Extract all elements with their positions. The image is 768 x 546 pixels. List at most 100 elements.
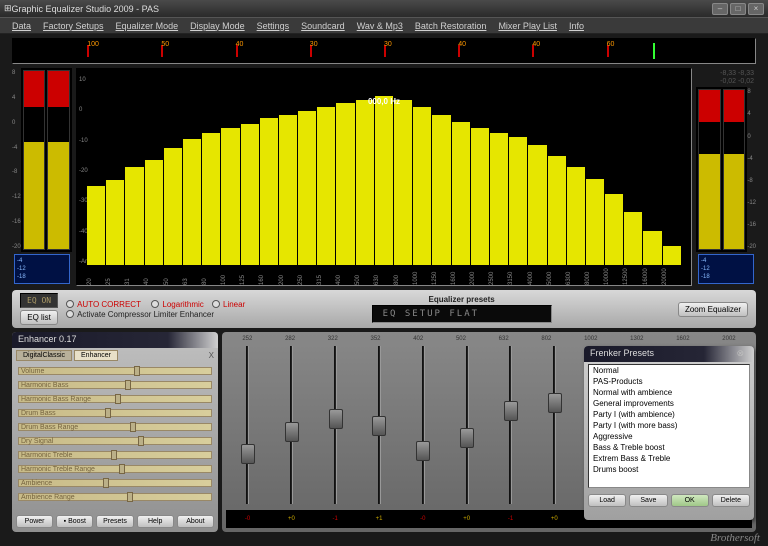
eq-bar[interactable] (260, 118, 278, 265)
enh-slider-drum-bass[interactable]: Drum Bass (18, 407, 212, 419)
enh-slider-harmonic-bass[interactable]: Harmonic Bass (18, 379, 212, 391)
eq-bar[interactable] (336, 103, 354, 265)
eq-bar[interactable] (624, 212, 642, 265)
tab-enhancer[interactable]: Enhancer (74, 350, 118, 361)
menu-factory-setups[interactable]: Factory Setups (37, 21, 110, 31)
load-button[interactable]: Load (588, 494, 626, 507)
enh-slider-volume[interactable]: Volume (18, 365, 212, 377)
-boost-button[interactable]: ▪ Boost (56, 515, 93, 528)
freq-slider[interactable] (285, 346, 299, 504)
menu-display-mode[interactable]: Display Mode (184, 21, 251, 31)
preset-item[interactable]: Party I (with ambience) (589, 409, 749, 420)
preset-item[interactable]: Aggressive (589, 431, 749, 442)
eq-bar[interactable] (183, 139, 201, 265)
freq-slider[interactable] (548, 346, 562, 504)
eq-bar[interactable] (317, 107, 335, 265)
radio-icon[interactable] (66, 310, 74, 318)
minimize-button[interactable]: – (712, 3, 728, 15)
log-option[interactable]: Logarithmic (162, 300, 203, 309)
preset-item[interactable]: Extrem Bass & Treble (589, 453, 749, 464)
eq-bar[interactable] (663, 246, 681, 265)
eq-bar[interactable] (87, 186, 105, 265)
enh-slider-ambience-range[interactable]: Ambience Range (18, 491, 212, 503)
preset-item[interactable]: PAS-Products (589, 376, 749, 387)
eq-bar[interactable] (567, 167, 585, 265)
enh-slider-ambience[interactable]: Ambience (18, 477, 212, 489)
delete-button[interactable]: Delete (712, 494, 750, 507)
menu-data[interactable]: Data (6, 21, 37, 31)
zoom-equalizer-button[interactable]: Zoom Equalizer (678, 302, 748, 317)
auto-correct-option[interactable]: AUTO CORRECT (77, 300, 141, 309)
freq-slider[interactable] (460, 346, 474, 504)
preset-list[interactable]: NormalPAS-ProductsNormal with ambienceGe… (588, 364, 750, 488)
freq-slider[interactable] (416, 346, 430, 504)
eq-bar[interactable] (125, 167, 143, 265)
menu-wav-mp3[interactable]: Wav & Mp3 (351, 21, 409, 31)
close-button[interactable]: × (748, 3, 764, 15)
eq-bar[interactable] (643, 231, 661, 265)
close-icon[interactable]: X (209, 351, 214, 360)
menu-info[interactable]: Info (563, 21, 590, 31)
power-button[interactable]: Power (16, 515, 53, 528)
freq-slider[interactable] (241, 346, 255, 504)
help-button[interactable]: Help (137, 515, 174, 528)
preset-item[interactable]: Normal with ambience (589, 387, 749, 398)
enh-slider-harmonic-bass-range[interactable]: Harmonic Bass Range (18, 393, 212, 405)
menu-mixer-play-list[interactable]: Mixer Play List (492, 21, 563, 31)
ok-button[interactable]: OK (671, 494, 709, 507)
eq-bar[interactable] (164, 148, 182, 265)
preset-item[interactable]: Bass & Treble boost (589, 442, 749, 453)
menu-batch-restoration[interactable]: Batch Restoration (409, 21, 493, 31)
freq-slider[interactable] (504, 346, 518, 504)
enh-slider-dry-signal[interactable]: Dry Signal (18, 435, 212, 447)
radio-icon[interactable] (212, 300, 220, 308)
eq-bar[interactable] (202, 133, 220, 265)
menu-equalizer-mode[interactable]: Equalizer Mode (110, 21, 185, 31)
eq-bar[interactable] (413, 107, 431, 265)
enh-slider-harmonic-treble[interactable]: Harmonic Treble (18, 449, 212, 461)
eq-bar[interactable] (548, 156, 566, 265)
eq-bar[interactable] (241, 124, 259, 265)
linear-option[interactable]: Linear (223, 300, 245, 309)
eq-bar[interactable] (106, 180, 124, 265)
eq-bar[interactable] (471, 128, 489, 265)
maximize-button[interactable]: □ (730, 3, 746, 15)
eq-bar[interactable] (586, 179, 604, 265)
save-button[interactable]: Save (629, 494, 667, 507)
eq-bar[interactable] (490, 133, 508, 265)
eq-list-button[interactable]: EQ list (20, 310, 58, 325)
freq-slider[interactable] (372, 346, 386, 504)
radio-icon[interactable] (151, 300, 159, 308)
eq-xaxis: 2025314050638010012516020025031540050063… (87, 265, 681, 285)
about-button[interactable]: About (177, 515, 214, 528)
menu-soundcard[interactable]: Soundcard (295, 21, 351, 31)
tab-digitalclassic[interactable]: DigitalClassic (16, 350, 72, 361)
freq-slider[interactable] (329, 346, 343, 504)
preset-item[interactable]: Normal (589, 365, 749, 376)
titlebar: ⊞ Graphic Equalizer Studio 2009 - PAS – … (0, 0, 768, 18)
eq-bar[interactable] (298, 111, 316, 265)
eq-bar[interactable] (279, 115, 297, 265)
preset-item[interactable]: Drums boost (589, 464, 749, 475)
enh-slider-harmonic-treble-range[interactable]: Harmonic Treble Range (18, 463, 212, 475)
eq-bar[interactable] (394, 100, 412, 265)
eq-bar[interactable] (221, 128, 239, 265)
eq-bar[interactable] (509, 137, 527, 265)
eq-bar[interactable] (145, 160, 163, 265)
enh-slider-drum-bass-range[interactable]: Drum Bass Range (18, 421, 212, 433)
eq-bar[interactable] (375, 96, 393, 265)
presets-button[interactable]: Presets (96, 515, 133, 528)
preset-lcd[interactable]: EQ SETUP FLAT (372, 305, 552, 323)
eq-bar[interactable] (432, 115, 450, 265)
eq-bar[interactable] (605, 194, 623, 265)
menu-settings[interactable]: Settings (251, 21, 296, 31)
radio-icon[interactable] (66, 300, 74, 308)
activate-option[interactable]: Activate Compressor Limiter Enhancer (77, 310, 214, 319)
preset-item[interactable]: Party I (with more bass) (589, 420, 749, 431)
eq-chart[interactable]: 100-10-20-30-40-An 000,0 Hz 202531405063… (76, 68, 692, 286)
close-icon[interactable]: ⊗ (736, 348, 744, 359)
eq-bar[interactable] (528, 145, 546, 265)
eq-bar[interactable] (356, 100, 374, 265)
preset-item[interactable]: General improvements (589, 398, 749, 409)
eq-bar[interactable] (452, 122, 470, 265)
